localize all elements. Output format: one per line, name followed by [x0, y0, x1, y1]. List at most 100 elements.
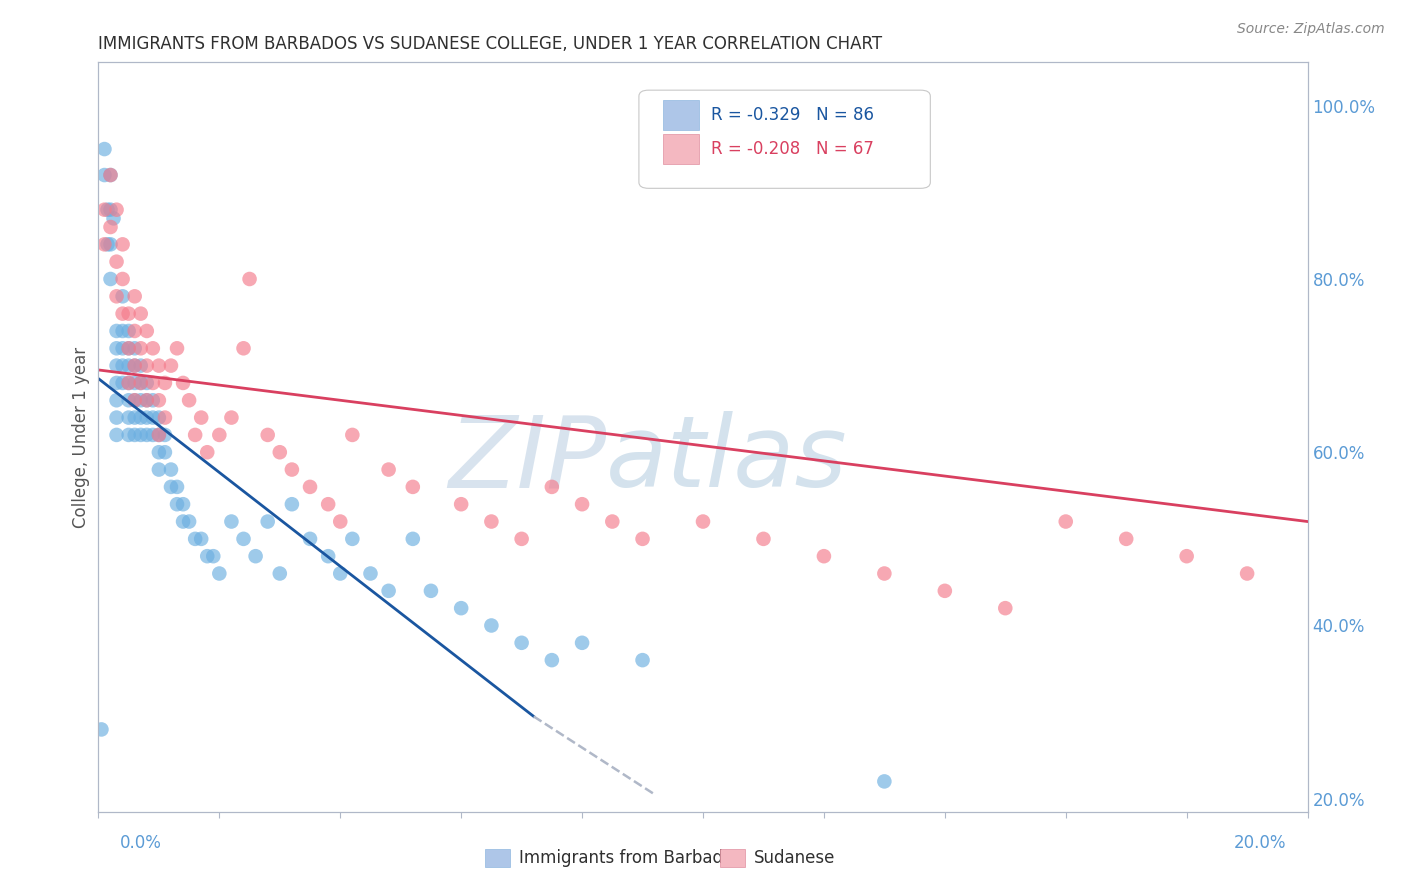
Point — [172, 497, 194, 511]
Point — [93, 142, 115, 156]
Point — [105, 289, 128, 303]
Point — [402, 480, 425, 494]
Point — [172, 376, 194, 390]
Point — [342, 428, 364, 442]
Point — [118, 324, 141, 338]
Point — [118, 341, 141, 355]
Point — [450, 601, 472, 615]
Point — [571, 497, 593, 511]
Point — [111, 359, 134, 373]
Point — [184, 532, 207, 546]
Point — [135, 324, 157, 338]
Point — [118, 376, 141, 390]
Point — [93, 168, 115, 182]
Point — [124, 289, 146, 303]
Point — [184, 428, 207, 442]
Point — [160, 359, 183, 373]
Point — [124, 393, 146, 408]
Point — [105, 428, 128, 442]
Point — [142, 410, 165, 425]
Point — [105, 202, 128, 217]
Point — [195, 445, 218, 459]
Point — [450, 497, 472, 511]
Point — [256, 428, 278, 442]
Point — [245, 549, 267, 564]
Point — [135, 393, 157, 408]
Text: R = -0.208   N = 67: R = -0.208 N = 67 — [711, 140, 875, 158]
Point — [118, 359, 141, 373]
Point — [124, 376, 146, 390]
Point — [118, 410, 141, 425]
Y-axis label: College, Under 1 year: College, Under 1 year — [72, 346, 90, 528]
Point — [111, 376, 134, 390]
Point — [111, 341, 134, 355]
Point — [281, 462, 304, 476]
Point — [100, 202, 122, 217]
Point — [142, 376, 165, 390]
Point — [540, 480, 562, 494]
Point — [129, 376, 152, 390]
Point — [100, 237, 122, 252]
Point — [208, 566, 231, 581]
Point — [124, 393, 146, 408]
Point — [420, 583, 443, 598]
Point — [602, 515, 624, 529]
Point — [129, 410, 152, 425]
Point — [873, 566, 896, 581]
Point — [111, 272, 134, 286]
Point — [631, 653, 654, 667]
Point — [105, 359, 128, 373]
Point — [160, 480, 183, 494]
Bar — [664, 100, 699, 130]
Point — [692, 515, 714, 529]
Point — [118, 428, 141, 442]
Point — [148, 445, 170, 459]
Text: IMMIGRANTS FROM BARBADOS VS SUDANESE COLLEGE, UNDER 1 YEAR CORRELATION CHART: IMMIGRANTS FROM BARBADOS VS SUDANESE COL… — [98, 35, 883, 53]
Point — [148, 428, 170, 442]
Point — [994, 601, 1017, 615]
Point — [160, 462, 183, 476]
Point — [153, 428, 176, 442]
Point — [232, 341, 254, 355]
Text: R = -0.329   N = 86: R = -0.329 N = 86 — [711, 106, 875, 124]
Point — [100, 168, 122, 182]
Point — [239, 272, 262, 286]
Point — [105, 376, 128, 390]
Point — [100, 220, 122, 235]
Point — [179, 393, 201, 408]
Text: atlas: atlas — [606, 411, 848, 508]
Point — [202, 549, 225, 564]
Point — [124, 359, 146, 373]
Point — [96, 202, 118, 217]
Point — [124, 359, 146, 373]
Text: Immigrants from Barbados: Immigrants from Barbados — [519, 849, 742, 867]
Point — [813, 549, 835, 564]
Point — [269, 445, 291, 459]
Point — [316, 497, 339, 511]
Point — [129, 341, 152, 355]
Point — [135, 393, 157, 408]
Point — [269, 566, 291, 581]
Point — [299, 532, 322, 546]
Point — [510, 636, 533, 650]
Point — [124, 324, 146, 338]
Point — [195, 549, 218, 564]
Point — [329, 515, 352, 529]
Point — [153, 445, 176, 459]
Point — [103, 211, 125, 226]
Point — [96, 237, 118, 252]
Point — [166, 497, 188, 511]
Point — [148, 393, 170, 408]
Point — [111, 324, 134, 338]
Point — [342, 532, 364, 546]
Point — [93, 202, 115, 217]
Text: Sudanese: Sudanese — [754, 849, 835, 867]
Point — [124, 428, 146, 442]
Point — [190, 410, 212, 425]
Point — [142, 341, 165, 355]
Point — [142, 393, 165, 408]
Point — [118, 307, 141, 321]
Point — [481, 618, 503, 632]
Point — [402, 532, 425, 546]
Point — [571, 636, 593, 650]
